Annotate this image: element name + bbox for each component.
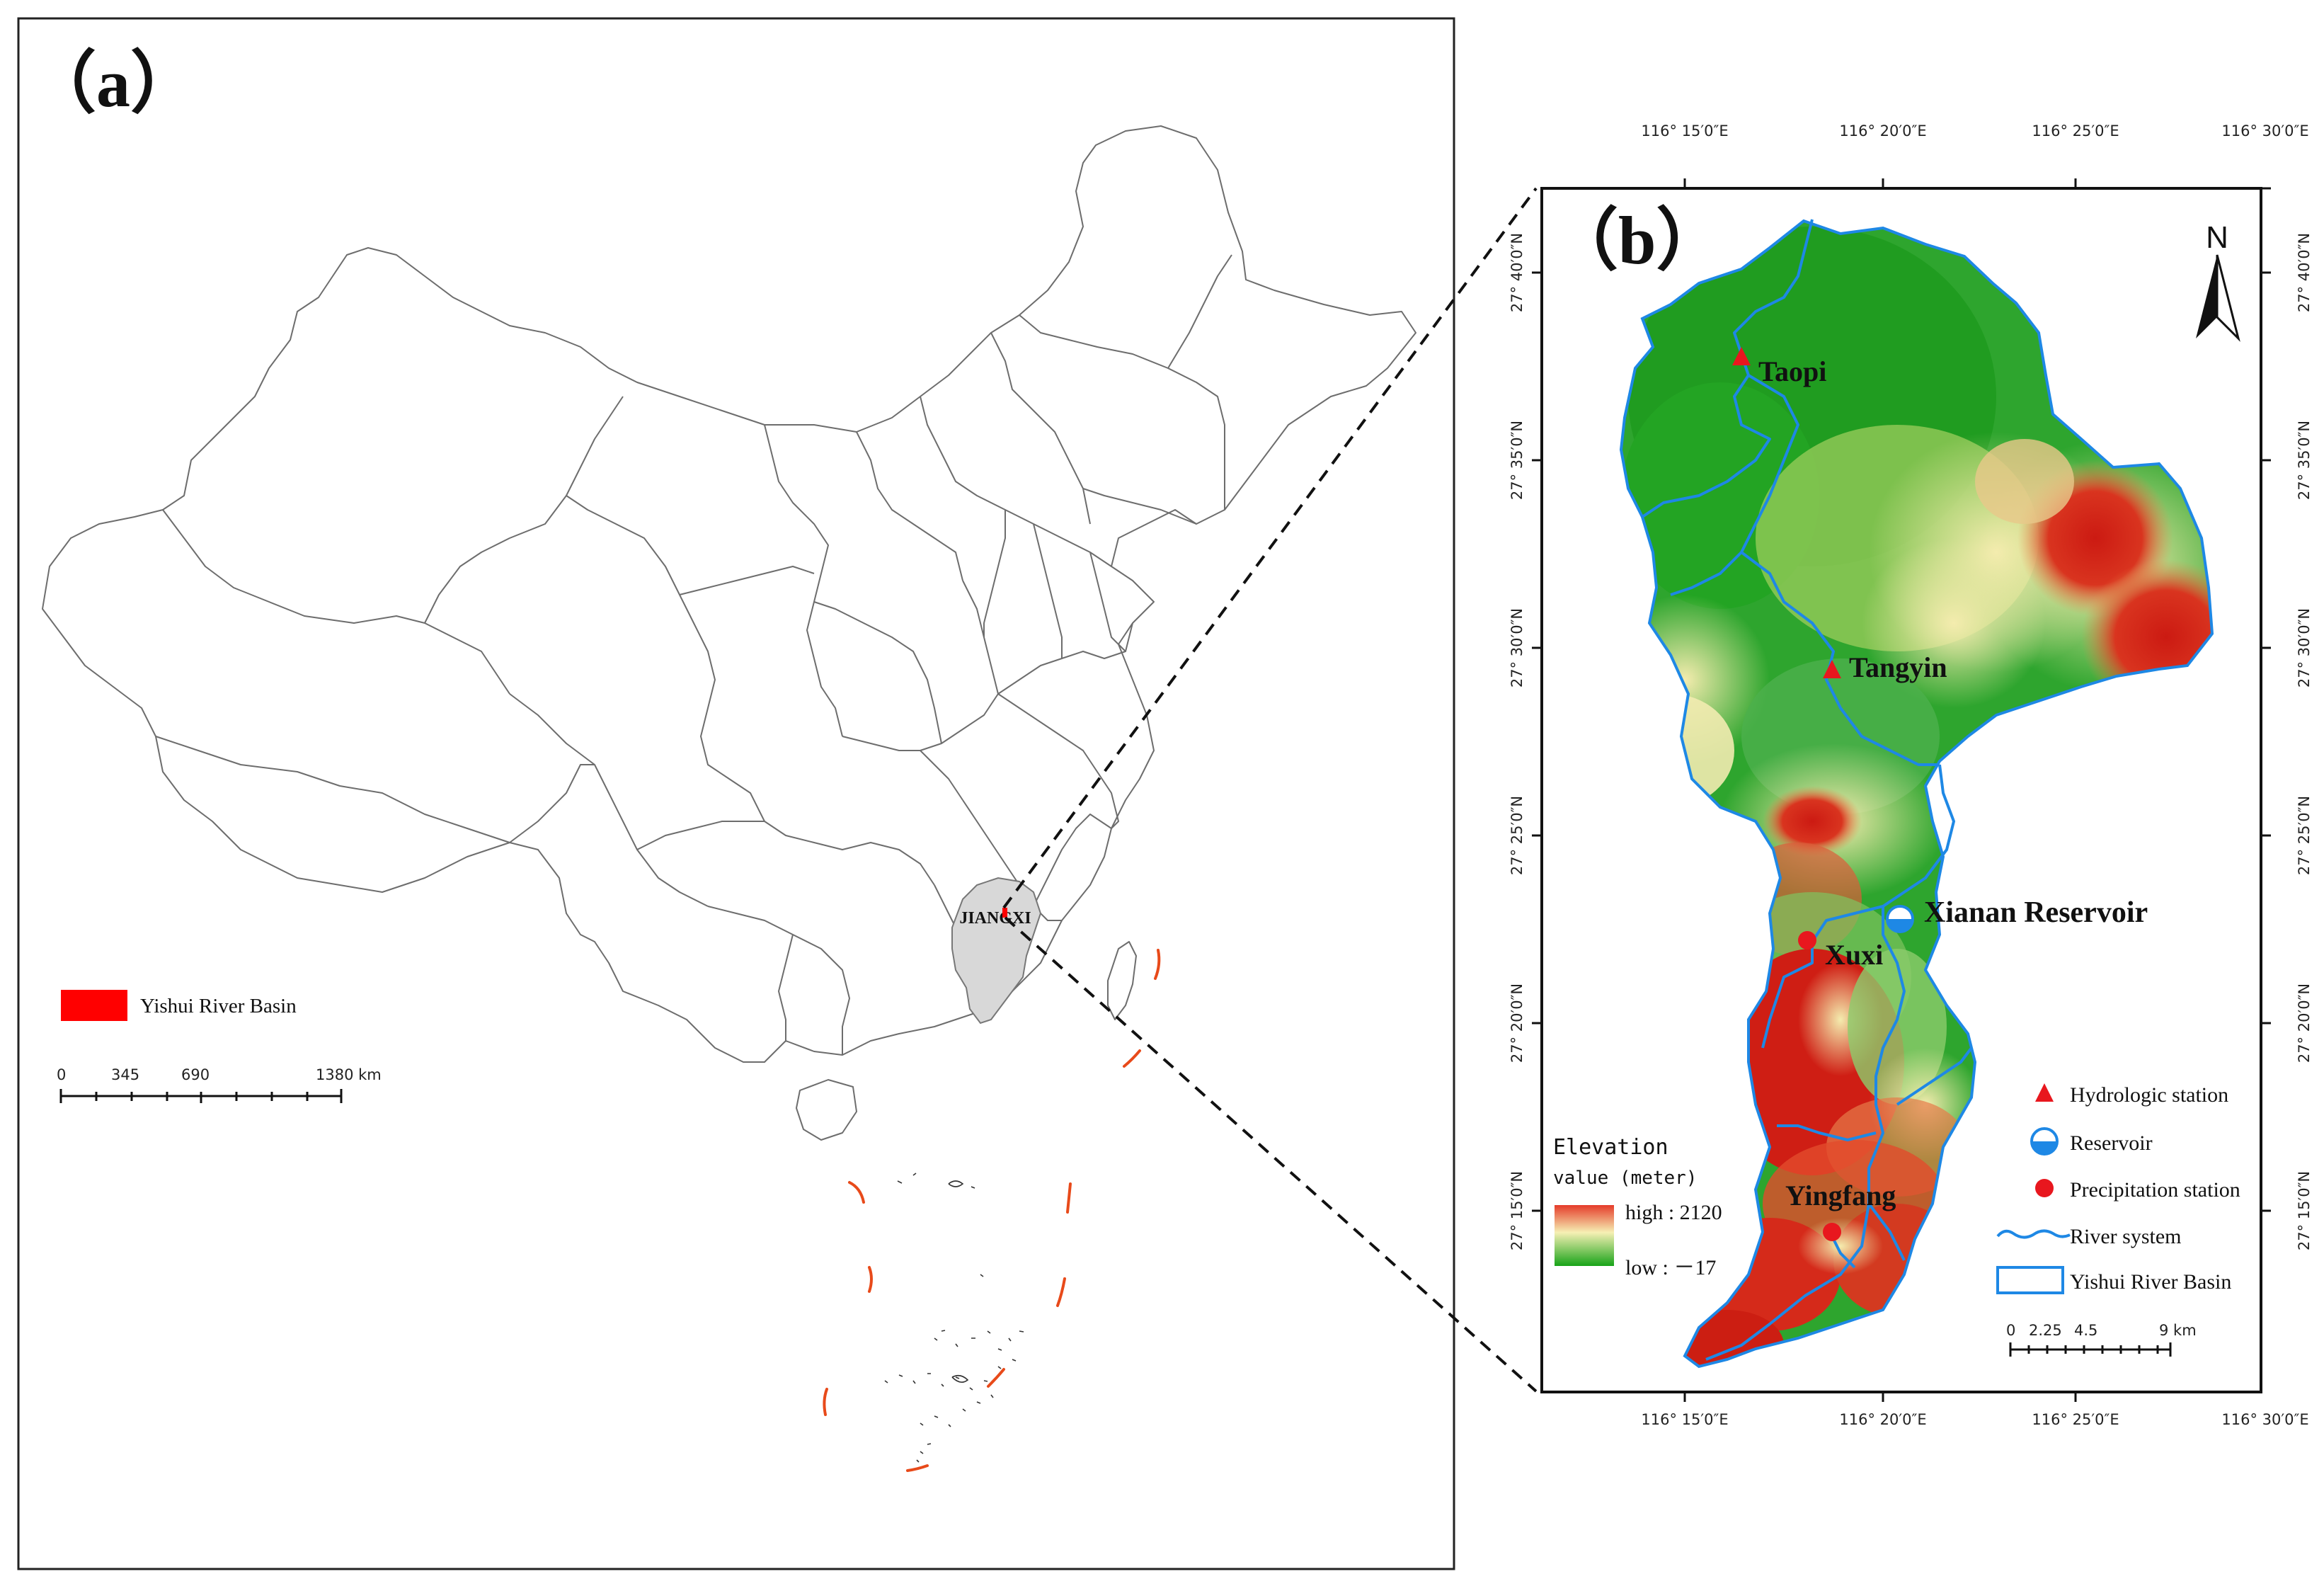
taiwan-island: [1107, 941, 1137, 1020]
jiangxi-label: JIANGXI: [959, 909, 1031, 928]
north-arrow-icon: N: [2196, 220, 2240, 342]
lat-left-3: 27° 30′0″N: [1509, 608, 1526, 688]
lat-labels-right: 27° 40′0″N 27° 35′0″N 27° 30′0″N 27° 25′…: [2296, 233, 2313, 1250]
triangle-icon: [1823, 660, 1841, 678]
station-label-yingfang: Yingfang: [1785, 1180, 1896, 1211]
panel-a-legend: Yishui River Basin: [61, 990, 297, 1021]
map-legend: Hydrologic station Reservoir Precipitati…: [1996, 1083, 2240, 1294]
zoom-connector-lines: [1002, 187, 1538, 1393]
legend-label-reservoir: Reservoir: [2070, 1131, 2153, 1155]
scale-a-tick-0: 0: [57, 1066, 66, 1083]
elevation-high: high : 2120: [1625, 1201, 1722, 1224]
lon-top-2: 116° 20′0″E: [1839, 122, 1926, 139]
south-sea-islands: [884, 1173, 1024, 1463]
scale-b-tick-0: 0: [2006, 1322, 2015, 1339]
panel-a-frame: [17, 17, 1455, 1570]
lon-labels-bottom: 116° 15′0″E 116° 20′0″E 116° 25′0″E 116°…: [1641, 1411, 2308, 1428]
panel-b-label: （b）: [1550, 202, 1724, 278]
reservoir-xianan: Xianan Reservoir: [1886, 896, 2148, 933]
lon-bottom-3: 116° 25′0″E: [2032, 1411, 2119, 1428]
legend-precipitation-icon: [2035, 1179, 2054, 1197]
scale-b-tick-1: 2.25: [2029, 1322, 2062, 1339]
legend-label-precipitation: Precipitation station: [2070, 1178, 2240, 1202]
hainan-island: [796, 1079, 857, 1141]
panel-a-scale-bar: 0 345 690 1380 km: [57, 1066, 382, 1103]
basin-boundary: [1619, 219, 2214, 1369]
lon-bottom-1: 116° 15′0″E: [1641, 1411, 1728, 1428]
lat-right-2: 27° 35′0″N: [2296, 421, 2313, 500]
scale-a-tick-1: 345: [111, 1066, 139, 1083]
lat-right-1: 27° 40′0″N: [2296, 233, 2313, 312]
elevation-gradient-swatch: [1555, 1205, 1614, 1266]
legend-swatch-yishui: [61, 990, 127, 1021]
river-system: [1641, 219, 1973, 1361]
station-label-xuxi: Xuxi: [1825, 939, 1883, 971]
lat-left-5: 27° 20′0″N: [1509, 983, 1526, 1063]
lat-right-3: 27° 30′0″N: [2296, 608, 2313, 688]
legend-river-icon: [1996, 1229, 2071, 1239]
legend-triangle-icon: [2035, 1083, 2054, 1102]
legend-label-river: River system: [2070, 1225, 2182, 1248]
province-boundaries: [155, 254, 1232, 1055]
panel-b-ticks: [1532, 178, 2271, 1402]
scale-a-tick-3: 1380 km: [316, 1066, 382, 1083]
lon-top-3: 116° 25′0″E: [2032, 122, 2119, 139]
scale-b-tick-2: 4.5: [2074, 1322, 2097, 1339]
legend-label-basin: Yishui River Basin: [2070, 1270, 2231, 1294]
lon-top-1: 116° 15′0″E: [1641, 122, 1728, 139]
jiangxi-province: [951, 877, 1042, 1025]
lon-labels-top: 116° 15′0″E 116° 20′0″E 116° 25′0″E 116°…: [1641, 122, 2308, 139]
panel-a-label: （a）: [28, 45, 198, 121]
scale-b-tick-3: 9 km: [2159, 1322, 2197, 1339]
legend-label-yishui: Yishui River Basin: [140, 995, 297, 1017]
scale-b-bar: [2009, 1342, 2172, 1357]
scale-a-bar: [59, 1089, 343, 1103]
hydrologic-station-tangyin: Tangyin: [1823, 651, 1947, 683]
nine-dash-line: [823, 949, 1161, 1472]
station-label-tangyin: Tangyin: [1849, 651, 1947, 683]
lat-left-1: 27° 40′0″N: [1509, 233, 1526, 312]
elevation-title-1: Elevation: [1553, 1135, 1668, 1160]
station-label-taopi: Taopi: [1758, 355, 1826, 387]
yishui-basin-location: [1002, 908, 1007, 918]
precipitation-station-yingfang: Yingfang: [1785, 1180, 1896, 1241]
lat-right-4: 27° 25′0″N: [2296, 796, 2313, 875]
lat-right-5: 27° 20′0″N: [2296, 983, 2313, 1063]
legend-label-hydrologic: Hydrologic station: [2070, 1083, 2228, 1107]
lat-right-6: 27° 15′0″N: [2296, 1171, 2313, 1250]
elevation-title-2: value (meter): [1553, 1168, 1698, 1189]
station-label-xianan: Xianan Reservoir: [1924, 896, 2148, 929]
panel-b: 116° 15′0″E 116° 20′0″E 116° 25′0″E 116°…: [1509, 122, 2313, 1428]
legend-basin-icon: [1996, 1266, 2064, 1294]
lon-top-4: 116° 30′0″E: [2221, 122, 2308, 139]
lat-labels-left: 27° 40′0″N 27° 35′0″N 27° 30′0″N 27° 25′…: [1509, 233, 1526, 1250]
lat-left-4: 27° 25′0″N: [1509, 796, 1526, 875]
lon-bottom-4: 116° 30′0″E: [2221, 1411, 2308, 1428]
legend-reservoir-icon: [2030, 1127, 2059, 1156]
elevation-low: low : －17: [1625, 1256, 1716, 1279]
scale-a-tick-2: 690: [181, 1066, 210, 1083]
hydrologic-station-taopi: Taopi: [1732, 347, 1826, 387]
precipitation-station-xuxi: Xuxi: [1798, 931, 1883, 971]
elevation-legend: Elevation value (meter) high : 2120 low …: [1553, 1135, 1722, 1279]
triangle-icon: [1732, 347, 1751, 365]
lat-left-2: 27° 35′0″N: [1509, 421, 1526, 500]
lat-left-6: 27° 15′0″N: [1509, 1171, 1526, 1250]
panel-b-scale-bar: 0 2.25 4.5 9 km: [2006, 1322, 2197, 1357]
panel-a: （a）: [17, 17, 1455, 1570]
north-label: N: [2206, 220, 2228, 255]
lon-bottom-2: 116° 20′0″E: [1839, 1411, 1926, 1428]
